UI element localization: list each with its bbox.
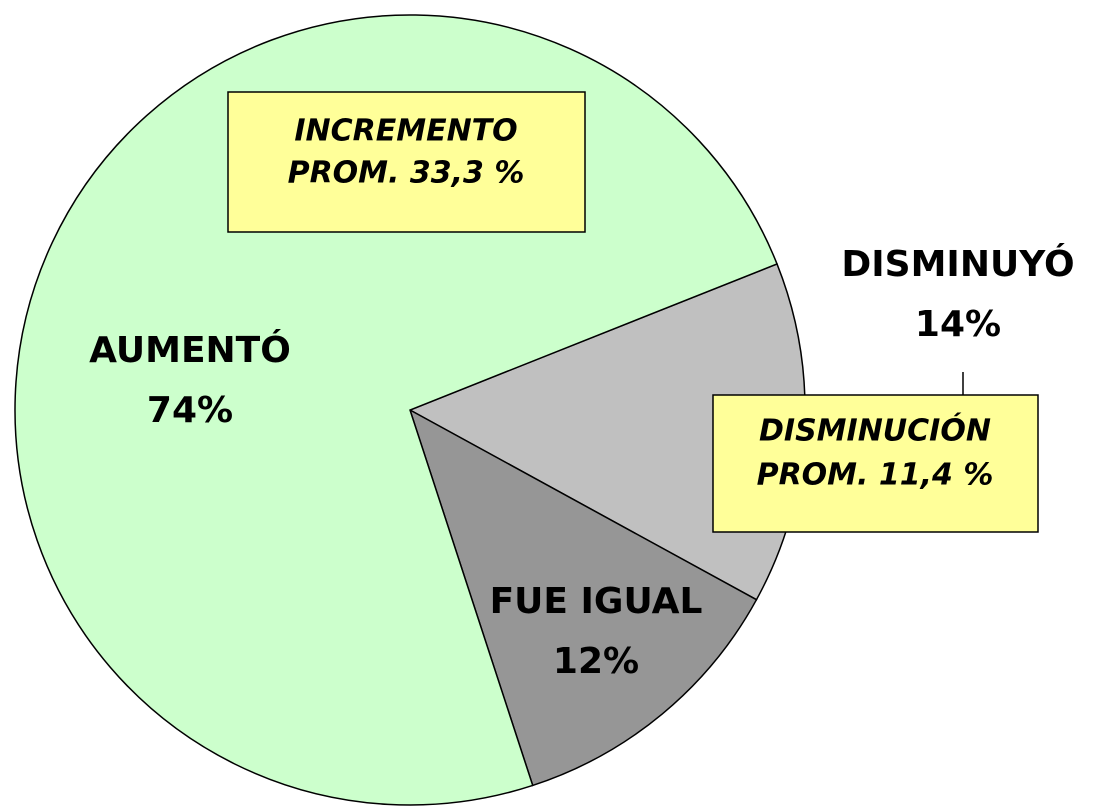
annotation-box <box>712 394 1039 533</box>
annotation-text: INCREMENTO <box>294 114 517 149</box>
value-label: 74% <box>147 390 233 431</box>
annotation-text: PROM. 33,3 % <box>288 156 525 191</box>
slice-label: FUE IGUAL <box>490 581 703 622</box>
annotation-text: PROM. 11,4 % <box>757 458 994 493</box>
annotation-box <box>227 91 586 233</box>
pie-slice <box>408 408 758 787</box>
value-label: 12% <box>553 641 639 682</box>
slice-label: AUMENTÓ <box>89 329 291 371</box>
slice-label: DISMINUYÓ <box>841 243 1074 285</box>
value-label: 14% <box>915 304 1001 345</box>
pie <box>14 14 806 806</box>
annotation-text: DISMINUCIÓN <box>759 412 991 449</box>
pie-slice <box>14 14 778 806</box>
